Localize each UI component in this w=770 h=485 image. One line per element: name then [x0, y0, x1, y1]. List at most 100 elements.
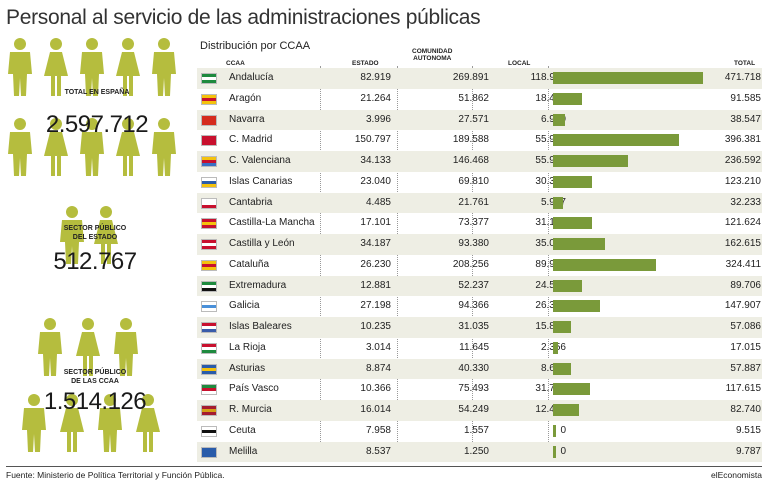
table-row: Cantabria 4.485 21.7615.987 32.233	[197, 192, 762, 214]
header-total: TOTAL	[734, 60, 756, 67]
table-row: Extremadura 12.881 52.237 24.588 89.706	[197, 275, 762, 297]
estado-value: 17.101	[360, 217, 391, 229]
comunidad-value: 51.862	[458, 92, 489, 104]
region-flag-icon	[201, 156, 217, 167]
woman-icon	[60, 408, 84, 452]
table-row: País Vasco 10.366 75.493 31.756 117.615	[197, 379, 762, 400]
table-row: R. Murcia 16.014 54.249 12.477 82.740	[197, 400, 762, 421]
comunidad-value: 27.571	[458, 113, 489, 125]
region-flag-icon	[201, 259, 217, 271]
estado-value: 10.235	[360, 321, 391, 332]
local-value: 8.683	[472, 363, 566, 374]
person-icon-head	[14, 118, 26, 130]
local-value: 12.477	[535, 404, 566, 415]
column-divider	[548, 66, 549, 462]
estado-value: 12.881	[360, 279, 391, 291]
person-icon-head	[86, 118, 98, 130]
table-row: C. Madrid 150.797 189.588 55.996 396.381	[197, 130, 762, 151]
header-comunidad-line1: COMUNIDAD	[412, 48, 453, 55]
people-pictogram-total	[8, 38, 176, 176]
region-flag-icon	[201, 384, 217, 396]
region-name: Cantabria	[229, 196, 273, 208]
region-name: Ceuta	[229, 424, 256, 436]
estado-value: 23.040	[360, 175, 391, 187]
woman-icon	[44, 132, 68, 176]
woman-icon	[44, 52, 68, 96]
local-value: 0	[560, 424, 566, 436]
total-value: 396.381	[724, 134, 761, 146]
sector-estado-value: 512.767	[53, 248, 137, 275]
woman-icon	[94, 220, 118, 264]
region-name: Andalucía	[229, 72, 274, 83]
man-icon	[80, 52, 104, 96]
people-pictogram-estado	[60, 206, 118, 264]
region-name: Aragón	[229, 92, 262, 104]
total-value: 82.740	[730, 404, 761, 415]
column-divider	[397, 66, 398, 462]
local-value: 15.816	[535, 321, 566, 332]
people-pictogram-ccaa	[22, 318, 160, 452]
region-flag-icon	[201, 280, 217, 292]
region-name: Galicia	[229, 300, 260, 312]
person-icon-head	[44, 318, 56, 330]
total-bar	[553, 362, 572, 375]
person-icon-head	[50, 38, 62, 50]
total-bar	[553, 424, 557, 437]
region-flag-icon	[201, 218, 217, 230]
total-bar	[553, 404, 580, 416]
person-icon-head	[28, 394, 40, 406]
region-name: La Rioja	[229, 341, 266, 353]
region-flag-icon	[201, 73, 217, 84]
total-bar	[553, 383, 591, 396]
region-name: Asturias	[229, 362, 266, 374]
man-icon	[98, 408, 122, 452]
total-bar	[553, 445, 557, 458]
comunidad-value: 54.249	[458, 404, 489, 415]
table-row: Galicia 27.198 94.366 26.343 147.907	[197, 296, 762, 317]
man-icon	[60, 220, 84, 264]
table-row: Castilla y León 34.187 93.380 35.048 162.615	[197, 234, 762, 255]
total-espana-label: TOTAL EN ESPAÑA	[64, 89, 130, 96]
table-row: Melilla 8.537 1.250 0 9.787	[197, 441, 762, 463]
comunidad-value: 146.468	[452, 155, 489, 166]
region-flag-icon	[201, 239, 217, 250]
comunidad-value: 75.493	[458, 383, 489, 395]
sector-ccaa-label-2: DE LAS CCAA	[71, 378, 119, 385]
estado-value: 34.133	[360, 155, 391, 166]
local-value: 2.356	[472, 342, 566, 353]
total-bar	[553, 217, 592, 230]
region-name: R. Murcia	[229, 404, 272, 415]
header-ccaa: CCAA	[226, 60, 245, 67]
source-note: Fuente: Ministerio de Política Territori…	[6, 470, 225, 480]
comunidad-value: 73.377	[458, 217, 489, 229]
total-value: 38.547	[730, 113, 761, 125]
total-value: 91.585	[730, 92, 761, 104]
person-icon-head	[14, 38, 26, 50]
person-icon-head	[66, 394, 78, 406]
local-value: 0	[560, 445, 566, 457]
header-comunidad-line2: AUTONOMA	[413, 55, 452, 62]
total-bar	[553, 92, 583, 105]
comunidad-value: 11.645	[459, 341, 489, 353]
total-bar	[553, 300, 601, 313]
estado-value: 8.537	[365, 445, 391, 457]
total-bar	[553, 238, 605, 250]
page-title: Personal al servicio de las administraci…	[6, 6, 481, 29]
estado-value: 4.485	[365, 196, 391, 208]
person-icon-head	[120, 318, 132, 330]
total-value: 147.907	[724, 300, 761, 312]
total-bar	[553, 258, 657, 271]
man-icon	[152, 132, 176, 176]
man-icon	[152, 52, 176, 96]
estado-value: 82.919	[360, 72, 391, 83]
estado-value: 16.014	[360, 404, 391, 415]
total-value: 121.624	[724, 217, 761, 229]
person-icon-head	[158, 38, 170, 50]
total-value: 162.615	[724, 238, 761, 249]
table-row: Navarra 3.996 27.5716.980 38.547	[197, 109, 762, 131]
table-row: La Rioja 3.014 11.6452.356 17.015	[197, 338, 762, 359]
table-subtitle: Distribución por CCAA	[200, 40, 311, 52]
region-name: Islas Baleares	[229, 321, 292, 332]
comunidad-value: 21.761	[458, 196, 489, 208]
local-value: 55.996	[535, 134, 566, 146]
